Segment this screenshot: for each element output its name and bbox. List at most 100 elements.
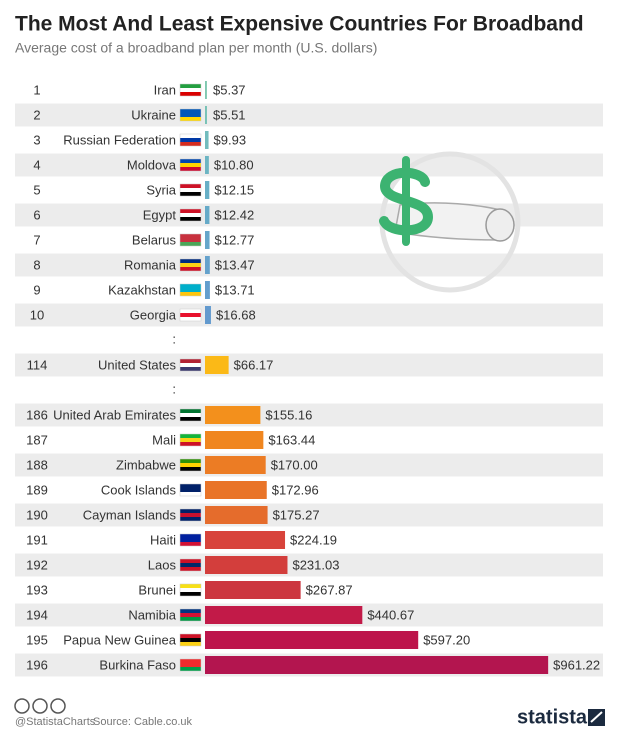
country-label: Mali xyxy=(152,432,176,447)
country-label: Egypt xyxy=(143,207,177,222)
flag-border xyxy=(179,233,202,247)
flag-stripe xyxy=(180,242,201,246)
value-label: $9.93 xyxy=(214,132,247,147)
value-label: $5.51 xyxy=(213,107,246,122)
flag-stripe xyxy=(180,509,201,513)
flag-border xyxy=(179,433,202,447)
row-stripe xyxy=(15,103,603,127)
flag-border xyxy=(179,208,202,222)
rank: 192 xyxy=(26,557,48,572)
flag-stripe xyxy=(180,634,201,638)
flag-stripe xyxy=(180,184,201,188)
rank: 1 xyxy=(33,82,40,97)
flag-stripe xyxy=(180,259,201,263)
value-label: $12.42 xyxy=(214,207,254,222)
value-label: $13.71 xyxy=(215,282,255,297)
country-label: Haiti xyxy=(150,532,176,547)
value-label: $12.15 xyxy=(214,182,254,197)
flag-stripe xyxy=(180,167,201,171)
flag-stripe xyxy=(180,134,201,138)
footer: @StatistaCharts Source: Cable.co.uk stat… xyxy=(14,698,605,728)
flag-border xyxy=(179,483,202,497)
flag-stripe xyxy=(180,434,201,438)
flag-stripe xyxy=(180,192,201,196)
bar xyxy=(205,406,261,424)
flag-stripe xyxy=(180,517,201,521)
broadband-icon xyxy=(379,151,521,293)
value-label: $163.44 xyxy=(268,432,315,447)
separator: : xyxy=(172,381,176,396)
bar xyxy=(205,581,301,599)
country-label: Romania xyxy=(124,257,177,272)
rank: 10 xyxy=(30,307,44,322)
flag-stripe xyxy=(180,163,201,167)
flag-border xyxy=(179,633,202,647)
bar xyxy=(205,81,207,99)
flag-border xyxy=(179,658,202,672)
country-label: Zimbabwe xyxy=(116,457,176,472)
flag-border xyxy=(179,108,202,122)
flag-stripe xyxy=(180,542,201,546)
country-label: Cook Islands xyxy=(101,482,177,497)
flag-stripe xyxy=(180,567,201,571)
flag-stripe xyxy=(180,88,201,92)
flag-stripe xyxy=(180,584,201,588)
flag-stripe xyxy=(180,592,201,596)
flag-stripe xyxy=(180,284,201,288)
flag-stripe xyxy=(180,667,201,671)
rank: 8 xyxy=(33,257,40,272)
bar xyxy=(205,481,267,499)
bar xyxy=(205,181,210,199)
bar xyxy=(205,456,266,474)
value-label: $170.00 xyxy=(271,457,318,472)
flag-stripe xyxy=(180,538,201,542)
flag-stripe xyxy=(180,492,201,496)
flag-stripe xyxy=(180,638,201,642)
flag-stripe xyxy=(180,109,201,113)
flag-stripe xyxy=(180,84,201,88)
value-label: $12.77 xyxy=(215,232,255,247)
rank: 193 xyxy=(26,582,48,597)
flag-stripe xyxy=(180,642,201,646)
separator: : xyxy=(172,331,176,346)
flag-border xyxy=(179,83,202,97)
bar xyxy=(205,356,229,374)
row-stripe xyxy=(15,553,603,577)
bar xyxy=(205,606,363,624)
rank: 188 xyxy=(26,457,48,472)
rank: 186 xyxy=(26,407,48,422)
flag-border xyxy=(179,283,202,297)
flag-stripe xyxy=(180,588,201,592)
flag-border xyxy=(179,258,202,272)
row-stripe xyxy=(15,403,603,427)
flag-stripe xyxy=(180,442,201,446)
flag-stripe xyxy=(180,267,201,271)
rows: :: 1 Iran $5.372 Ukraine $5.513 Russian Federa… xyxy=(15,81,603,677)
flag-stripe xyxy=(180,488,201,492)
flag-stripe xyxy=(180,363,201,367)
value-label: $172.96 xyxy=(272,482,319,497)
flag-stripe xyxy=(180,609,201,613)
flag-stripe xyxy=(180,113,201,117)
flag-stripe xyxy=(180,463,201,467)
flag-stripe xyxy=(180,313,201,317)
bar xyxy=(205,256,210,274)
flag-stripe xyxy=(180,659,201,663)
flag-stripe xyxy=(180,359,201,363)
row-stripe xyxy=(15,303,603,327)
flag-stripe xyxy=(180,213,201,217)
row-stripe xyxy=(15,153,603,177)
bar xyxy=(205,281,210,299)
flag-stripe xyxy=(180,663,201,667)
flag-stripe xyxy=(180,513,201,517)
country-label: Syria xyxy=(146,182,176,197)
country-label: Papua New Guinea xyxy=(63,632,177,647)
bar xyxy=(205,656,549,674)
rank: 5 xyxy=(33,182,40,197)
chart-title: The Most And Least Expensive Countries F… xyxy=(15,13,584,36)
flag-border xyxy=(179,408,202,422)
rank: 190 xyxy=(26,507,48,522)
flag-stripe xyxy=(180,217,201,221)
flag-stripe xyxy=(180,613,201,617)
flag-stripe xyxy=(180,459,201,463)
